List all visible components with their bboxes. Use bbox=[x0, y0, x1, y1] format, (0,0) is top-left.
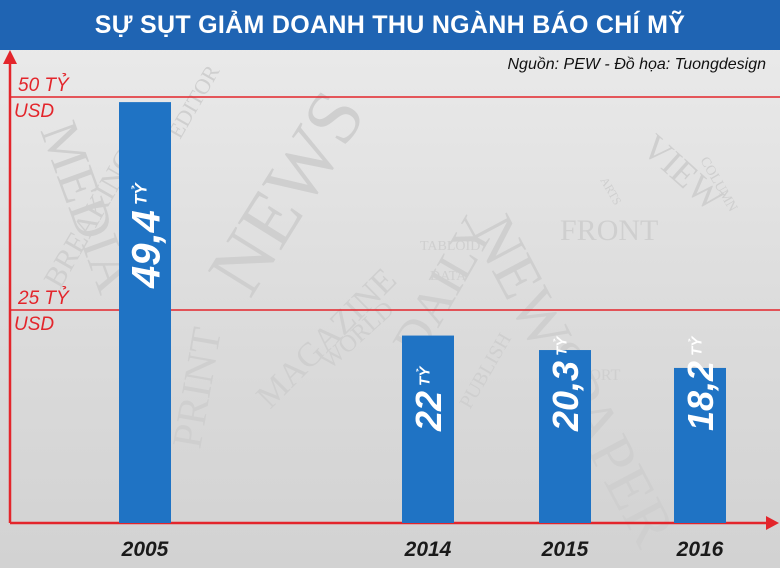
bar bbox=[539, 350, 591, 523]
bar-value-label: 18,2TỶ bbox=[680, 335, 721, 431]
gridline-unit-label: USD bbox=[14, 314, 54, 335]
x-axis-arrow-icon bbox=[766, 516, 779, 530]
gridline-label: 50 TỶ bbox=[18, 74, 70, 96]
bar bbox=[402, 335, 454, 523]
category-label: 2016 bbox=[676, 538, 724, 561]
bg-word: DATA bbox=[430, 269, 467, 284]
gridline-label: 25 TỶ bbox=[17, 287, 70, 309]
bar bbox=[674, 367, 726, 523]
title-bar: SỰ SỤT GIẢM DOANH THU NGÀNH BÁO CHÍ MỸ bbox=[0, 0, 780, 50]
y-axis-arrow-icon bbox=[3, 50, 17, 64]
chart-title: SỰ SỤT GIẢM DOANH THU NGÀNH BÁO CHÍ MỸ bbox=[94, 10, 686, 39]
bg-word: FRONT bbox=[560, 214, 658, 247]
bar-value-label: 20,3TỶ bbox=[545, 335, 586, 432]
newspaper-word-background: MEDIANEWSNEWSPAPERVIEWFRONTMAGAZINEWORLD… bbox=[29, 60, 740, 557]
bar bbox=[119, 102, 171, 523]
category-label: 2015 bbox=[541, 538, 589, 561]
gridline-unit-label: USD bbox=[14, 101, 54, 122]
category-label: 2014 bbox=[404, 538, 452, 561]
category-label: 2005 bbox=[121, 538, 169, 561]
bar-value-label: 22TỶ bbox=[408, 365, 449, 432]
bar-value-label: 49,4TỶ bbox=[124, 182, 168, 289]
bg-word: TABLOID bbox=[420, 239, 480, 254]
source-credit: Nguồn: PEW - Đồ họa: Tuongdesign bbox=[507, 56, 766, 73]
